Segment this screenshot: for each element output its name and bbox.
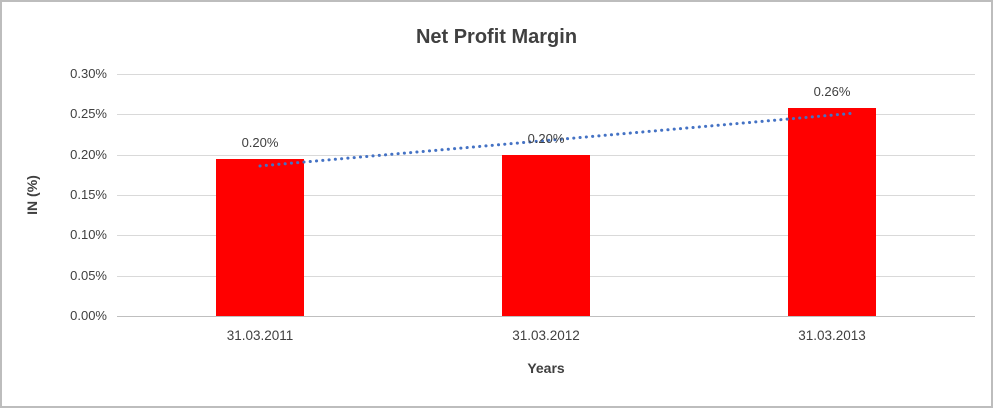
y-tick-label: 0.05% <box>70 267 107 283</box>
bar-data-label: 0.20% <box>527 130 565 146</box>
bar-31.03.2011 <box>216 158 304 316</box>
bar-data-label: 0.20% <box>241 134 279 150</box>
y-tick-label: 0.00% <box>70 308 107 323</box>
category-label: 31.03.2013 <box>798 328 866 343</box>
category-label: 31.03.2012 <box>512 328 580 343</box>
bar-data-label: 0.26% <box>813 83 851 99</box>
y-tick-label: 0.30% <box>70 66 107 81</box>
y-tick-label: 0.10% <box>70 227 107 243</box>
category-label: 31.03.2011 <box>226 328 294 343</box>
plot-area <box>117 74 975 317</box>
y-tick-label: 0.20% <box>70 146 107 162</box>
bar-31.03.2012 <box>502 154 590 316</box>
chart-title: Net Profit Margin <box>415 26 578 48</box>
y-tick-label: 0.15% <box>70 187 107 202</box>
y-tick-label: 0.25% <box>70 106 107 122</box>
bar-31.03.2013 <box>788 107 876 316</box>
gridline <box>117 74 975 75</box>
x-axis-title: Years <box>527 360 565 376</box>
x-axis-line <box>117 316 975 317</box>
